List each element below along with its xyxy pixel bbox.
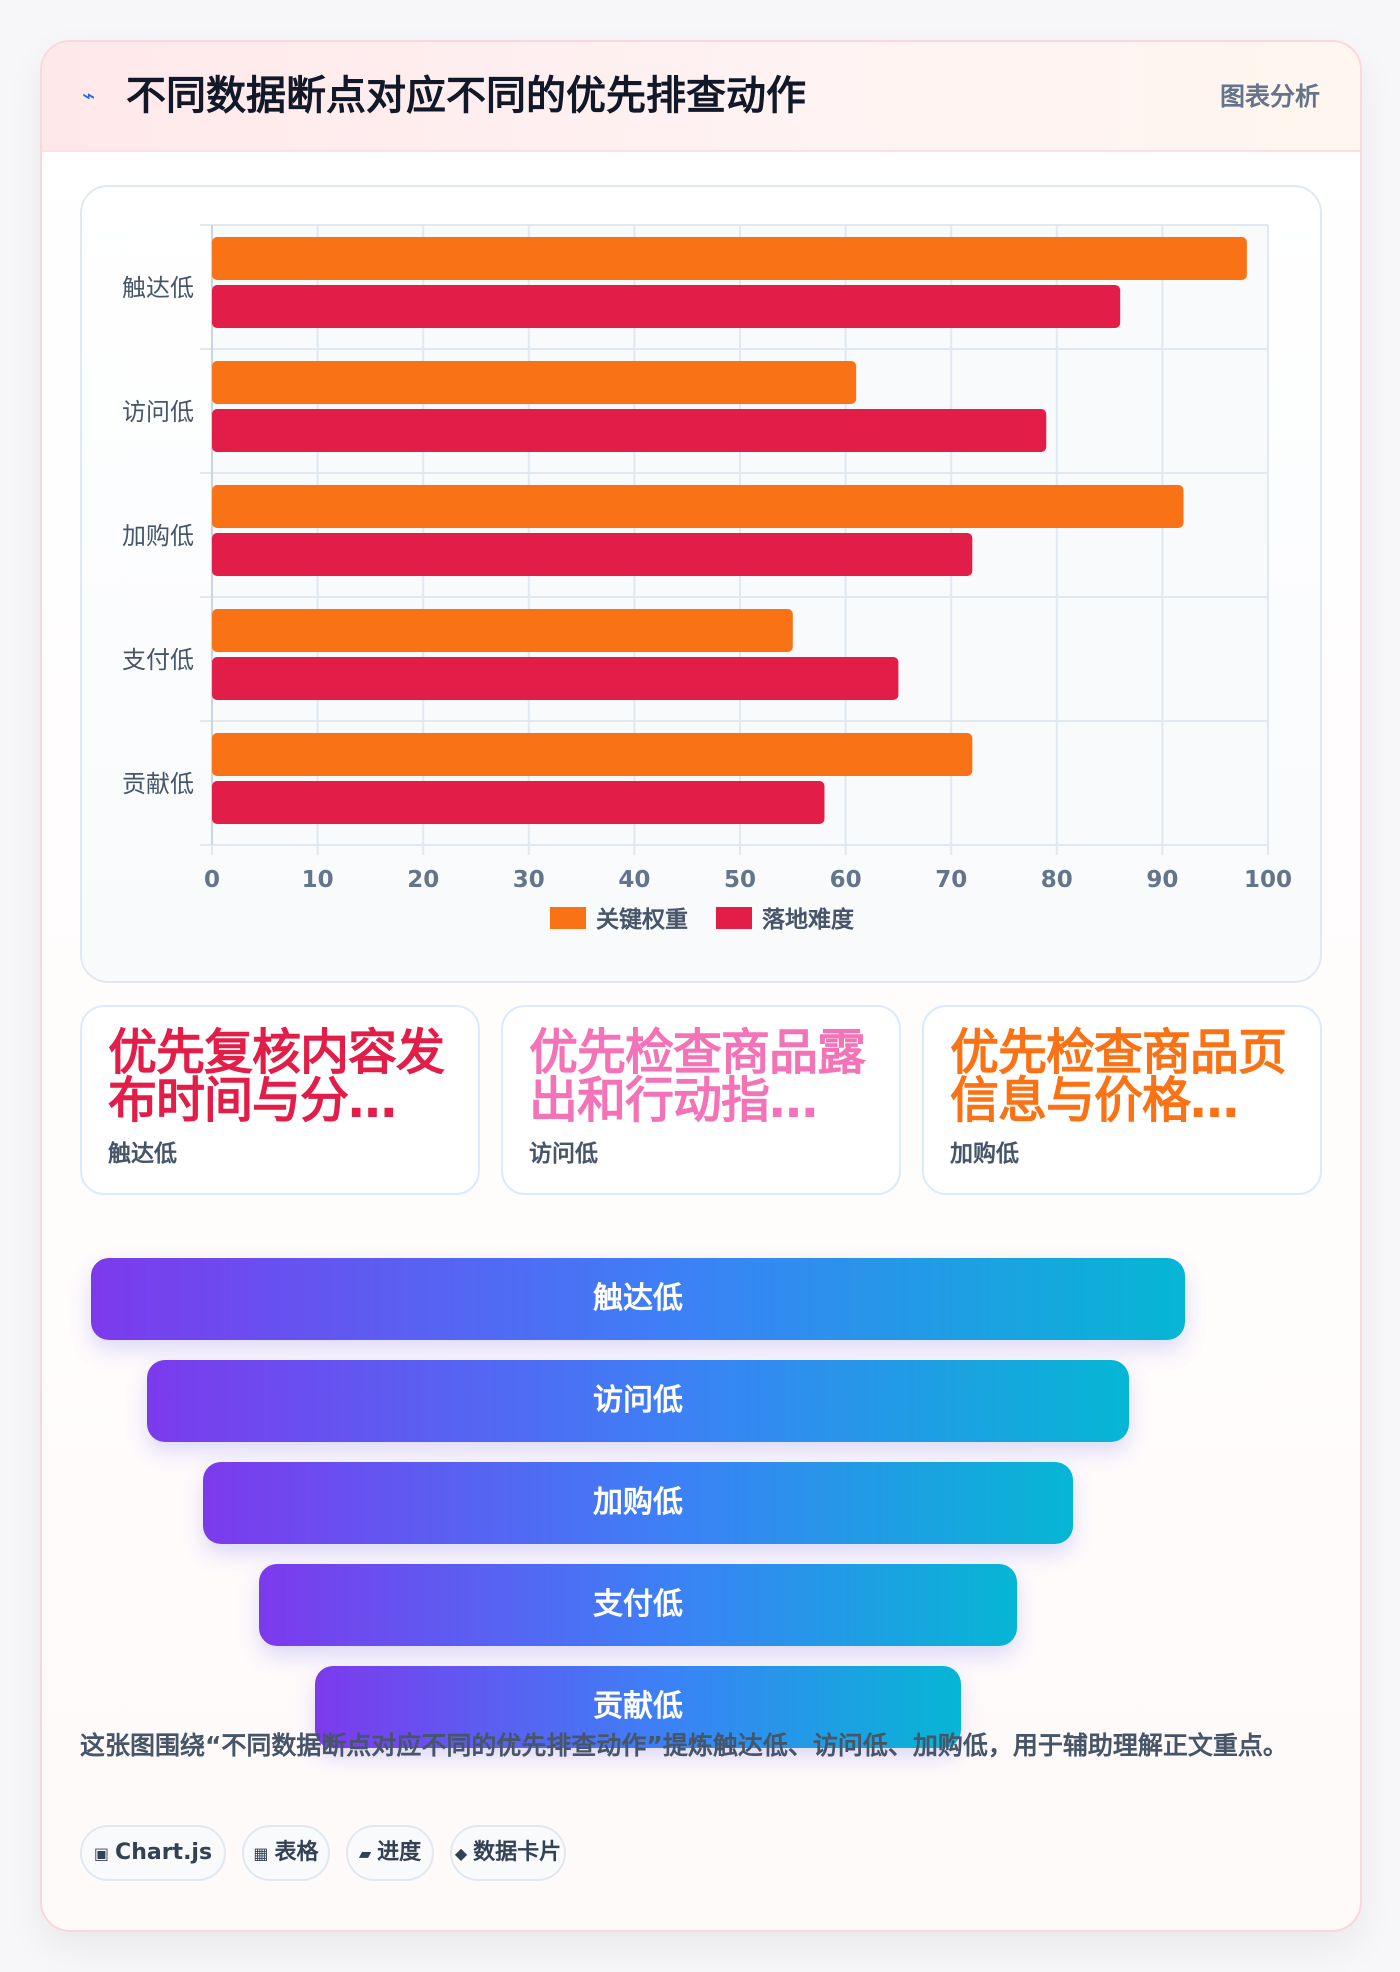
funnel-step-3: 加购低 [203, 1462, 1073, 1544]
legend-swatch [716, 907, 752, 929]
chart-icon: ▣ [93, 1844, 110, 1863]
progress-icon: ▰ [358, 1844, 372, 1863]
x-tick-label: 60 [830, 867, 862, 893]
bar-weight [212, 361, 857, 404]
chart-card: ⌁ 不同数据断点对应不同的优先排查动作 图表分析 触达低 访问低 加购低 支付低 贡献低… [40, 40, 1362, 1932]
stat-cards: 优先复核内容发布时间与分… 触达低 优先检查商品露出和行动指… 访问低 优先检查… [80, 1005, 1322, 1195]
x-tick-label: 80 [1041, 867, 1073, 893]
x-tick-label: 90 [1146, 867, 1178, 893]
y-tick-label: 访问低 [122, 398, 194, 426]
funnel-step-1: 触达低 [91, 1258, 1185, 1340]
y-tick-label: 支付低 [122, 646, 194, 674]
lightning-icon: ⌁ [82, 84, 96, 109]
stat-card-text: 优先复核内容发布时间与分… [108, 1024, 445, 1129]
x-tick-label: 0 [204, 867, 220, 893]
bar-difficulty [212, 781, 825, 824]
x-tick-label: 50 [724, 867, 756, 893]
stat-card-1: 优先复核内容发布时间与分… 触达低 [80, 1005, 480, 1195]
stat-card-3: 优先检查商品页信息与价格… 加购低 [922, 1005, 1322, 1195]
y-tick-label: 加购低 [122, 522, 194, 550]
funnel-step-5: 贡献低 [315, 1666, 961, 1748]
bar-weight [212, 237, 1247, 280]
tag-label: 进度 [377, 1840, 422, 1865]
stat-card-text: 优先检查商品露出和行动指… [529, 1024, 866, 1129]
y-tick-label: 贡献低 [122, 770, 194, 798]
bar-weight [212, 609, 793, 652]
page-title: 不同数据断点对应不同的优先排查动作 [126, 73, 806, 119]
tag-table[interactable]: ▦ 表格 [242, 1825, 330, 1881]
bar-weight [212, 485, 1184, 528]
x-tick-label: 100 [1244, 867, 1292, 893]
stat-card-sub: 访问低 [529, 1141, 598, 1167]
stat-card-2: 优先检查商品露出和行动指… 访问低 [501, 1005, 901, 1195]
card-header: ⌁ 不同数据断点对应不同的优先排查动作 图表分析 [42, 42, 1360, 152]
stat-card-text: 优先检查商品页信息与价格… [950, 1024, 1287, 1129]
stat-card-sub: 加购低 [950, 1141, 1019, 1167]
funnel-step-4: 支付低 [259, 1564, 1017, 1646]
bar-difficulty [212, 533, 973, 576]
tag-chartjs[interactable]: ▣ Chart.js [80, 1825, 226, 1881]
bar-chart-panel: 触达低访问低加购低支付低贡献低 0 10 20 30 40 50 60 70 80 90 100 关键权… [80, 185, 1322, 983]
table-icon: ▦ [253, 1844, 269, 1863]
x-tick-label: 30 [513, 867, 545, 893]
chart-description: 这张图围绕“不同数据断点对应不同的优先排查动作”提炼触达低、访问低、加购低，用于… [80, 1731, 1288, 1760]
bar-difficulty [212, 409, 1047, 452]
bar-difficulty [212, 285, 1121, 328]
tag-label: Chart.js [115, 1840, 213, 1865]
tag-label: 数据卡片 [473, 1840, 562, 1865]
y-tick-label: 触达低 [122, 274, 194, 302]
tag-progress[interactable]: ▰ 进度 [346, 1825, 434, 1881]
diamond-icon: ◆ [454, 1844, 468, 1863]
funnel-step-2: 访问低 [147, 1360, 1129, 1442]
tag-data-card[interactable]: ◆ 数据卡片 [450, 1825, 566, 1881]
legend-label: 关键权重 [596, 906, 688, 933]
bar-difficulty [212, 657, 899, 700]
legend-swatch [550, 907, 586, 929]
chart-analysis-badge: 图表分析 [1219, 82, 1320, 111]
funnel: 触达低 访问低 加购低 支付低 贡献低 [42, 1214, 1360, 1748]
legend-label: 落地难度 [762, 906, 855, 933]
x-tick-label: 20 [407, 867, 439, 893]
bar-weight [212, 733, 973, 776]
x-tick-label: 10 [302, 867, 334, 893]
tag-label: 表格 [274, 1840, 319, 1865]
stat-card-sub: 触达低 [108, 1141, 177, 1167]
x-tick-label: 40 [618, 867, 650, 893]
x-tick-label: 70 [935, 867, 967, 893]
